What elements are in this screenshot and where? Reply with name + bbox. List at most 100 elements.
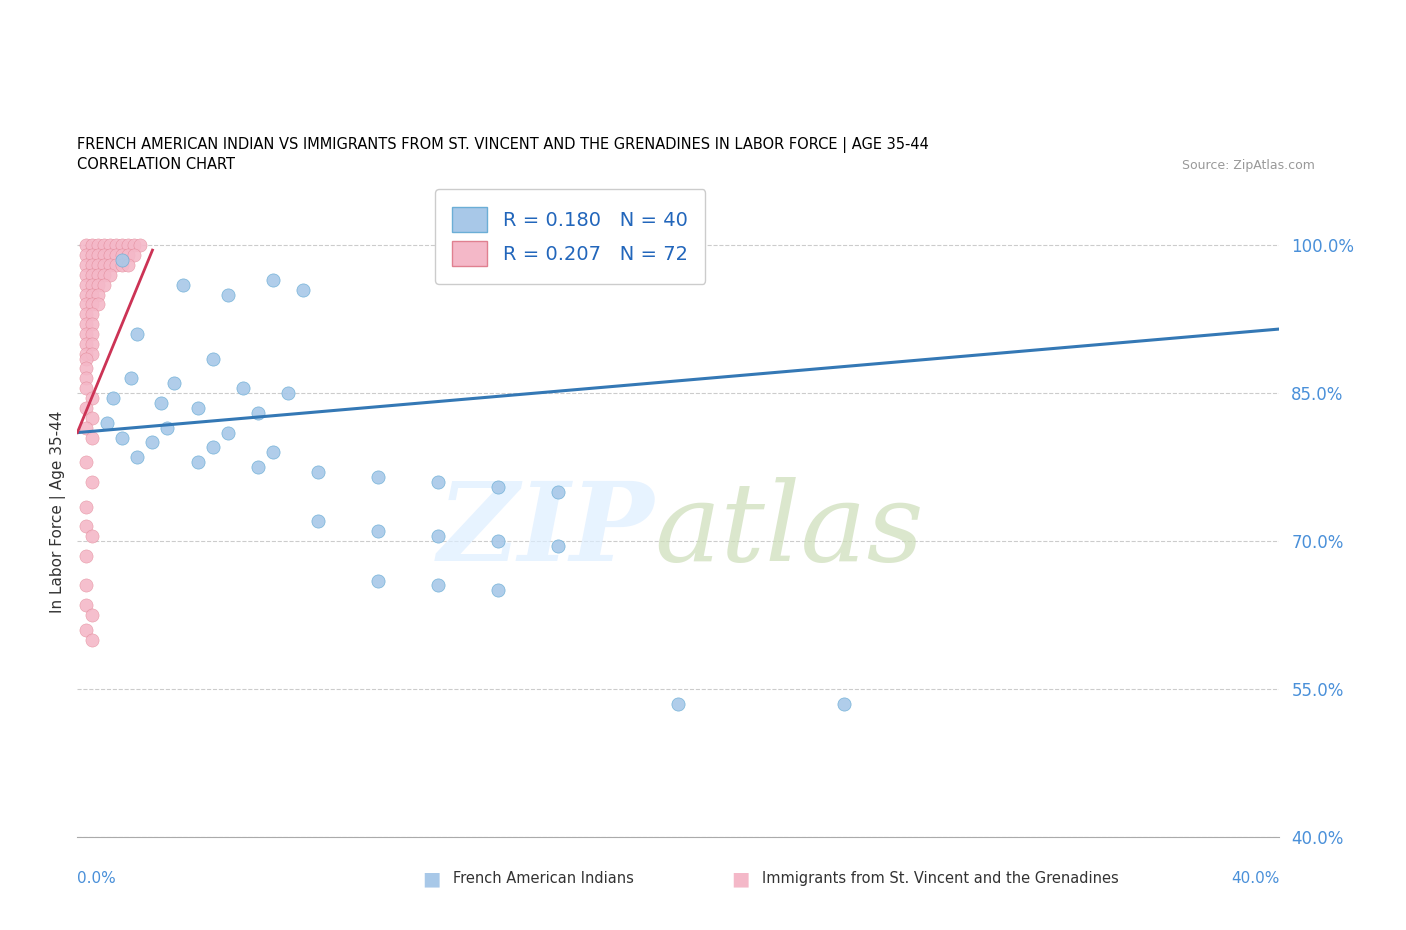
Point bbox=[307, 514, 329, 529]
Point bbox=[82, 346, 104, 361]
Point bbox=[246, 405, 269, 420]
Point bbox=[217, 425, 239, 440]
Point bbox=[75, 316, 97, 331]
Point bbox=[367, 470, 389, 485]
Text: atlas: atlas bbox=[654, 477, 924, 585]
Point bbox=[87, 277, 110, 292]
Point bbox=[75, 346, 97, 361]
Point bbox=[262, 272, 284, 287]
Text: Source: ZipAtlas.com: Source: ZipAtlas.com bbox=[1181, 159, 1315, 172]
Point bbox=[127, 326, 149, 341]
Point bbox=[82, 337, 104, 352]
Point bbox=[82, 258, 104, 272]
Point bbox=[82, 529, 104, 544]
Point bbox=[93, 238, 115, 253]
Point bbox=[75, 380, 97, 395]
Point bbox=[262, 445, 284, 459]
Point bbox=[93, 258, 115, 272]
Point bbox=[82, 391, 104, 405]
Point bbox=[111, 253, 134, 268]
Point bbox=[100, 238, 122, 253]
Point bbox=[82, 267, 104, 282]
Point bbox=[75, 287, 97, 302]
Point bbox=[82, 287, 104, 302]
Point bbox=[217, 287, 239, 302]
Point bbox=[668, 697, 690, 711]
Text: ■: ■ bbox=[422, 870, 440, 888]
Point bbox=[186, 455, 209, 470]
Text: 0.0%: 0.0% bbox=[77, 871, 117, 886]
Point bbox=[82, 247, 104, 262]
Point bbox=[117, 247, 139, 262]
Point bbox=[111, 238, 134, 253]
Point bbox=[547, 485, 569, 499]
Point bbox=[75, 267, 97, 282]
Point bbox=[111, 258, 134, 272]
Point bbox=[82, 307, 104, 322]
Point bbox=[93, 267, 115, 282]
Point bbox=[100, 267, 122, 282]
Y-axis label: In Labor Force | Age 35-44: In Labor Force | Age 35-44 bbox=[51, 410, 66, 613]
Point bbox=[82, 297, 104, 312]
Text: French American Indians: French American Indians bbox=[453, 871, 634, 886]
Point bbox=[172, 277, 194, 292]
Point bbox=[75, 307, 97, 322]
Point bbox=[87, 247, 110, 262]
Point bbox=[82, 632, 104, 647]
Legend: R = 0.180   N = 40, R = 0.207   N = 72: R = 0.180 N = 40, R = 0.207 N = 72 bbox=[434, 189, 706, 284]
Point bbox=[75, 371, 97, 386]
Point bbox=[201, 440, 224, 455]
Point bbox=[129, 238, 152, 253]
Point bbox=[105, 238, 128, 253]
Point bbox=[427, 529, 450, 544]
Point bbox=[111, 247, 134, 262]
Point bbox=[75, 598, 97, 613]
Point bbox=[100, 247, 122, 262]
Point bbox=[75, 247, 97, 262]
Point bbox=[93, 247, 115, 262]
Point bbox=[82, 316, 104, 331]
Point bbox=[367, 524, 389, 538]
Point bbox=[75, 258, 97, 272]
Point bbox=[87, 287, 110, 302]
Point bbox=[201, 352, 224, 366]
Point bbox=[156, 420, 179, 435]
Point bbox=[277, 386, 299, 401]
Point bbox=[117, 238, 139, 253]
Point bbox=[87, 297, 110, 312]
Text: CORRELATION CHART: CORRELATION CHART bbox=[77, 157, 235, 172]
Point bbox=[87, 267, 110, 282]
Point bbox=[75, 352, 97, 366]
Point bbox=[427, 578, 450, 593]
Point bbox=[124, 238, 146, 253]
Point bbox=[75, 622, 97, 637]
Text: FRENCH AMERICAN INDIAN VS IMMIGRANTS FROM ST. VINCENT AND THE GRENADINES IN LABO: FRENCH AMERICAN INDIAN VS IMMIGRANTS FRO… bbox=[77, 138, 929, 153]
Point bbox=[82, 238, 104, 253]
Point bbox=[75, 549, 97, 564]
Point bbox=[486, 479, 509, 494]
Point bbox=[117, 258, 139, 272]
Point bbox=[150, 395, 173, 410]
Point bbox=[832, 697, 855, 711]
Point bbox=[93, 277, 115, 292]
Point bbox=[486, 534, 509, 549]
Point bbox=[105, 258, 128, 272]
Point bbox=[87, 238, 110, 253]
Point bbox=[232, 380, 254, 395]
Point bbox=[124, 247, 146, 262]
Point bbox=[105, 247, 128, 262]
Point bbox=[75, 337, 97, 352]
Point bbox=[141, 435, 163, 450]
Point bbox=[127, 450, 149, 465]
Text: ZIP: ZIP bbox=[437, 477, 654, 585]
Point bbox=[427, 474, 450, 489]
Point bbox=[111, 430, 134, 445]
Point bbox=[75, 455, 97, 470]
Point bbox=[307, 465, 329, 480]
Point bbox=[75, 519, 97, 534]
Point bbox=[82, 607, 104, 622]
Point bbox=[75, 578, 97, 593]
Point bbox=[120, 371, 142, 386]
Point bbox=[82, 277, 104, 292]
Point bbox=[82, 326, 104, 341]
